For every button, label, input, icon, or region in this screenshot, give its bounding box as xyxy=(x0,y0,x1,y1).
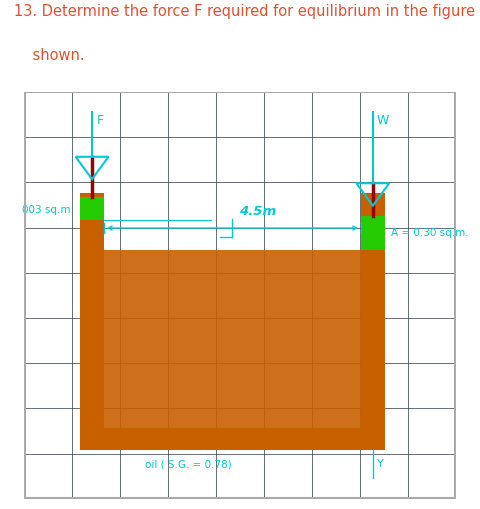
Bar xyxy=(361,216,385,250)
Text: F: F xyxy=(97,114,104,127)
Bar xyxy=(104,250,361,428)
Text: oil ( S.G. = 0.78): oil ( S.G. = 0.78) xyxy=(145,459,232,469)
Bar xyxy=(80,428,385,450)
Text: 13. Determine the force F required for equilibrium in the figure: 13. Determine the force F required for e… xyxy=(14,5,476,19)
Bar xyxy=(361,193,385,450)
Text: W: W xyxy=(376,114,389,127)
Text: A = 0.30 sq.m.: A = 0.30 sq.m. xyxy=(391,228,469,238)
Text: 4.5m: 4.5m xyxy=(239,205,276,218)
Text: shown.: shown. xyxy=(14,48,85,63)
Text: 003 sq.m.: 003 sq.m. xyxy=(22,205,74,215)
Bar xyxy=(80,197,104,220)
Bar xyxy=(80,193,104,450)
Text: Y: Y xyxy=(377,459,384,469)
